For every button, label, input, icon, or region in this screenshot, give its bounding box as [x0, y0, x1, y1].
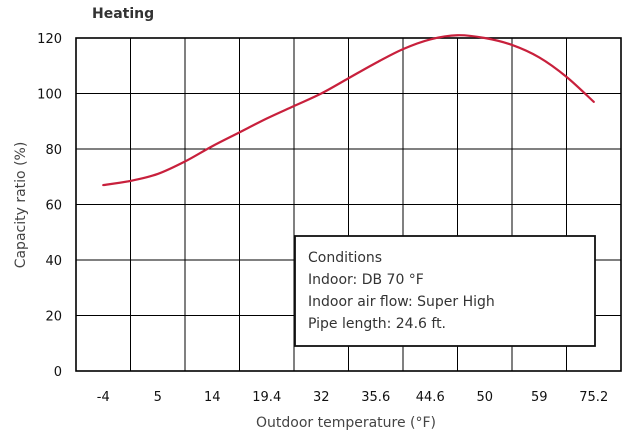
- capacity-curve-0: [102, 34, 595, 187]
- x-tick-label-5: 35.6: [361, 390, 390, 405]
- y-tick-label-0: 0: [54, 365, 62, 380]
- x-tick-label-0: -4: [97, 390, 110, 405]
- x-axis-label: Outdoor temperature (°F): [256, 415, 436, 431]
- x-tick-label-6: 44.6: [416, 390, 445, 405]
- x-tick-label-8: 59: [531, 390, 548, 405]
- x-tick-label-9: 75.2: [579, 390, 608, 405]
- conditions-box: Conditions Indoor: DB 70 °F Indoor air f…: [294, 235, 596, 347]
- y-tick-label-6: 120: [37, 32, 62, 47]
- y-axis-ticks: 0 20 40 60 80 100 120: [37, 32, 62, 380]
- conditions-air-flow: Indoor air flow: Super High: [308, 294, 495, 310]
- x-tick-label-2: 14: [204, 390, 221, 405]
- conditions-indoor-db: Indoor: DB 70 °F: [308, 272, 424, 288]
- y-tick-label-1: 20: [45, 310, 62, 325]
- series-layer: [102, 34, 595, 187]
- chart-title: Heating: [92, 6, 154, 22]
- y-tick-label-5: 100: [37, 88, 62, 103]
- plot-area-frame: [75, 37, 622, 372]
- conditions-heading: Conditions: [308, 250, 382, 266]
- y-tick-label-2: 40: [45, 254, 62, 269]
- y-tick-label-4: 80: [45, 143, 62, 158]
- conditions-pipe-length: Pipe length: 24.6 ft.: [308, 316, 446, 332]
- x-axis-ticks: -4 5 14 19.4 32 35.6 44.6 50 59 75.2: [97, 390, 608, 405]
- x-tick-label-7: 50: [476, 390, 493, 405]
- x-tick-label-3: 19.4: [252, 390, 281, 405]
- y-axis-label: Capacity ratio (%): [13, 142, 29, 269]
- conditions-frame: [294, 235, 596, 347]
- x-tick-label-4: 32: [313, 390, 330, 405]
- y-tick-label-3: 60: [45, 199, 62, 214]
- x-tick-label-1: 5: [154, 390, 162, 405]
